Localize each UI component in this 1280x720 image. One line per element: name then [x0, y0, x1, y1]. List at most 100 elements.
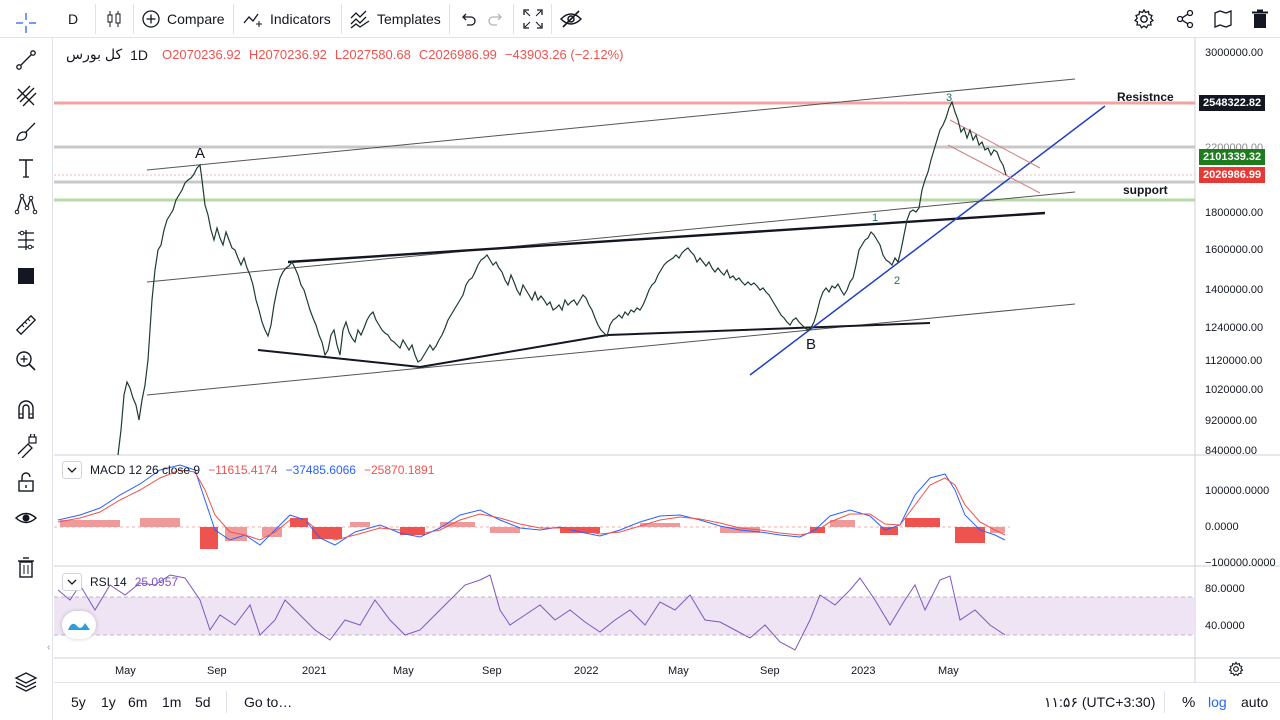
- drawing-toolbar: [0, 13, 53, 720]
- redo-icon[interactable]: [487, 0, 505, 38]
- text-tool-icon[interactable]: [13, 155, 39, 181]
- rsi-tick: 40.0000: [1205, 620, 1245, 632]
- pattern-icon[interactable]: [13, 191, 39, 217]
- collapse-arrow-icon[interactable]: ‹: [47, 642, 51, 653]
- price-tick: 1020000.00: [1205, 384, 1264, 396]
- object-tree-icon[interactable]: [13, 669, 39, 695]
- compare-button[interactable]: Compare: [141, 0, 225, 38]
- legend-low: L2027580.68: [334, 47, 411, 62]
- macd-signal-value: −25870.1891: [363, 463, 435, 477]
- timezone-clock[interactable]: ۱۱:۵۶ (UTC+3:30): [1044, 683, 1155, 720]
- pitchfork-icon[interactable]: [13, 83, 39, 109]
- legend-close: C2026986.99: [418, 47, 497, 62]
- goto-label: Go to…: [244, 694, 293, 710]
- remove-drawings-icon[interactable]: [13, 554, 39, 580]
- macd-signal-line: [57, 469, 1006, 541]
- indicators-button[interactable]: Indicators: [242, 0, 331, 38]
- rsi-value: 25.0957: [134, 575, 179, 589]
- settings-gear-icon[interactable]: [1133, 0, 1155, 38]
- auto-toggle[interactable]: auto: [1241, 683, 1268, 720]
- prediction-icon[interactable]: [13, 227, 39, 253]
- label-support: support: [1123, 183, 1168, 197]
- tradingview-logo-icon[interactable]: [62, 611, 96, 639]
- lock-icon[interactable]: [13, 469, 39, 495]
- triangle-lower-left: [257, 349, 421, 368]
- macd-line: [57, 464, 1006, 546]
- price-tick: 1800000.00: [1205, 207, 1264, 219]
- time-tick: 2023: [851, 665, 876, 677]
- interval-label: D: [68, 11, 79, 27]
- percent-toggle[interactable]: %: [1182, 683, 1195, 720]
- resistance-price-label: 2548322.82: [1199, 95, 1266, 111]
- macd-histogram: [60, 518, 1005, 549]
- price-tick: 1120000.00: [1205, 355, 1263, 367]
- triangle-lower-right: [607, 322, 931, 336]
- time-tick: Sep: [207, 665, 227, 677]
- macd-legend: MACD 12 26 close 9 −11615.4174 −37485.60…: [62, 461, 434, 479]
- chevron-down-icon[interactable]: [62, 461, 82, 479]
- time-tick: 2022: [574, 665, 599, 677]
- rsi-line: [57, 574, 1006, 651]
- magnet-icon[interactable]: [13, 397, 39, 423]
- hide-eye-icon[interactable]: [559, 0, 583, 38]
- trendline-icon[interactable]: [13, 47, 39, 73]
- chart-type-icon[interactable]: [104, 0, 124, 38]
- range-label: 6m: [128, 694, 148, 710]
- range-5d-button[interactable]: 5d: [195, 683, 211, 720]
- zoom-in-icon[interactable]: [13, 348, 39, 374]
- templates-button[interactable]: Templates: [349, 0, 441, 38]
- macd-tick: 0.0000: [1205, 521, 1239, 533]
- blue-trendline: [749, 105, 1106, 376]
- label-A: A: [195, 145, 205, 162]
- time-tick: May: [938, 665, 959, 677]
- chevron-down-icon[interactable]: [62, 573, 82, 591]
- range-1y-button[interactable]: 1y: [101, 683, 116, 720]
- macd-hist-value: −11615.4174: [208, 463, 278, 477]
- legend-open: O2070236.92: [162, 47, 241, 62]
- price-series: [117, 100, 1007, 456]
- series-legend: کل بورس 1D O2070236.92 H2070236.92 L2027…: [66, 46, 623, 63]
- trash-icon[interactable]: [1251, 0, 1269, 38]
- clock-label: ۱۱:۵۶ (UTC+3:30): [1044, 693, 1156, 710]
- range-label: 5d: [195, 694, 211, 710]
- macd-tick: −100000.0000: [1205, 557, 1276, 569]
- log-toggle[interactable]: log: [1208, 683, 1227, 720]
- shape-icon[interactable]: [13, 263, 39, 289]
- interval-button[interactable]: D: [68, 0, 78, 38]
- price-tick: 1240000.00: [1205, 322, 1264, 334]
- price-tick: 1400000.00: [1205, 284, 1264, 296]
- compare-label: Compare: [167, 11, 225, 27]
- lock-drawing-icon[interactable]: [13, 433, 39, 459]
- goto-button[interactable]: Go to…: [244, 683, 292, 720]
- rsi-title: RSI 14: [90, 575, 127, 589]
- range-1m-button[interactable]: 1m: [162, 683, 181, 720]
- macd-value: −37485.6066: [285, 463, 356, 477]
- top-toolbar: D Compare Indicators Templates: [0, 0, 1280, 38]
- time-tick: May: [668, 665, 689, 677]
- auto-label: auto: [1241, 694, 1269, 710]
- snapshot-icon[interactable]: [1212, 0, 1234, 38]
- templates-icon: [350, 10, 370, 29]
- time-axis-settings-gear-icon[interactable]: [1228, 661, 1244, 682]
- channel-bottom: [146, 303, 1076, 396]
- macd-tick: 100000.0000: [1205, 485, 1270, 497]
- label-resistance: Resistnce: [1117, 90, 1174, 104]
- rsi-band: [54, 597, 1195, 635]
- ruler-icon[interactable]: [13, 312, 39, 338]
- price-tick: 3000000.00: [1205, 47, 1264, 59]
- macd-title: MACD 12 26 close 9: [90, 463, 201, 477]
- symbol-name[interactable]: کل بورس: [66, 46, 123, 62]
- crosshair-icon[interactable]: [13, 10, 39, 36]
- range-5y-button[interactable]: 5y: [71, 683, 86, 720]
- range-6m-button[interactable]: 6m: [128, 683, 147, 720]
- undo-icon[interactable]: [459, 0, 477, 38]
- share-icon[interactable]: [1174, 0, 1196, 38]
- triangle-lower-mid: [419, 334, 609, 368]
- channel-mid: [146, 191, 1076, 283]
- legend-interval: 1D: [130, 46, 149, 63]
- brush-icon[interactable]: [13, 119, 39, 145]
- eye-icon[interactable]: [13, 505, 39, 531]
- fullscreen-icon[interactable]: [522, 0, 544, 38]
- log-label: log: [1208, 694, 1227, 710]
